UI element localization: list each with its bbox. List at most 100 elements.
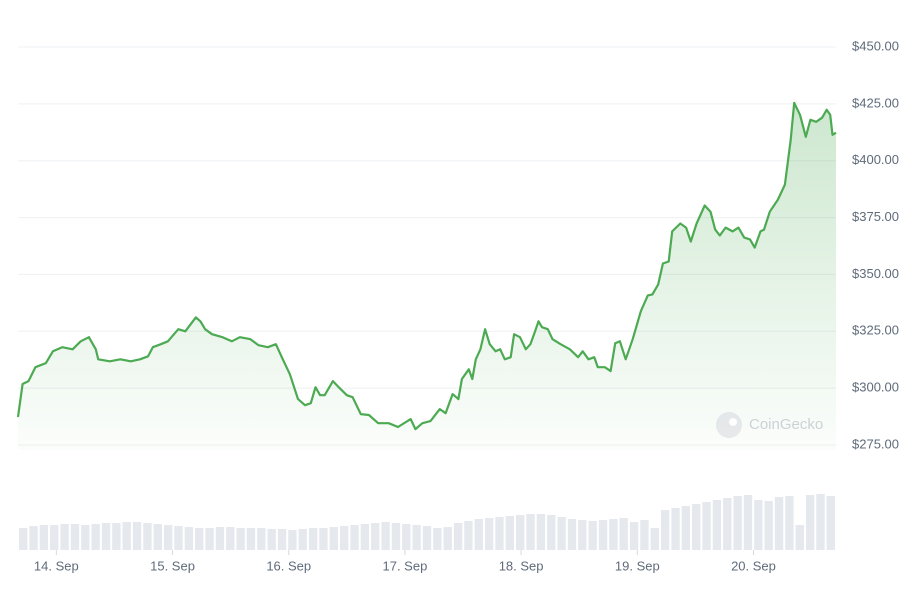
volume-bar xyxy=(412,525,421,550)
volume-bar xyxy=(526,514,535,550)
volume-bar xyxy=(19,528,28,550)
volume-bar xyxy=(567,519,577,550)
volume-bar xyxy=(132,522,142,550)
volume-bar xyxy=(536,514,546,550)
volume-bar xyxy=(816,494,825,550)
volume-bar xyxy=(453,523,463,550)
volume-bar xyxy=(692,504,701,550)
volume-bar xyxy=(774,497,784,550)
volume-bar xyxy=(122,522,131,550)
volume-bar xyxy=(163,525,173,550)
volume-bar xyxy=(29,526,38,550)
volume-bar xyxy=(433,528,442,550)
volume-bar xyxy=(640,520,649,550)
volume-bar xyxy=(443,527,452,550)
volume-bar xyxy=(215,527,225,550)
volume-bar xyxy=(246,528,256,550)
volume-bar xyxy=(50,525,59,550)
volume-bar xyxy=(578,520,587,550)
area xyxy=(18,102,836,451)
watermark: CoinGecko xyxy=(716,412,823,438)
volume-bar xyxy=(60,524,69,550)
volume-bar xyxy=(681,506,691,550)
volume-bar xyxy=(795,525,804,550)
volume-bar xyxy=(474,519,483,550)
x-tick-label: 19. Sep xyxy=(615,558,660,573)
volume-bar xyxy=(702,502,711,550)
volume-bar xyxy=(464,521,473,550)
volume-bar xyxy=(143,523,152,550)
volume-bar xyxy=(112,523,121,550)
x-tick-label: 16. Sep xyxy=(266,558,311,573)
volume-bar xyxy=(484,518,494,550)
volume-bar xyxy=(257,528,266,550)
volume-bar xyxy=(101,523,111,550)
volume-bar xyxy=(650,528,659,550)
watermark-text: CoinGecko xyxy=(749,416,823,433)
volume-bar xyxy=(598,520,608,550)
volume-bar xyxy=(319,528,328,550)
volume-bar xyxy=(733,496,742,550)
volume-bar xyxy=(712,500,722,550)
axes: $275.00 $300.00 $325.00 $350.00 $375.00 $400.… xyxy=(34,38,899,573)
volume xyxy=(19,494,835,550)
volume-bar xyxy=(723,498,732,550)
y-tick-label: $350.00 xyxy=(852,266,899,281)
x-tick-label: 15. Sep xyxy=(150,558,195,573)
volume-bar xyxy=(557,517,566,550)
volume-bar xyxy=(505,516,515,550)
volume-bar xyxy=(588,521,597,550)
volume-bar xyxy=(629,522,639,550)
volume-bar xyxy=(371,523,380,550)
volume-bar xyxy=(91,524,100,550)
plot xyxy=(16,101,837,451)
x-tick-label: 17. Sep xyxy=(383,558,428,573)
volume-bar xyxy=(81,525,90,550)
volume-bar xyxy=(619,518,628,550)
volume-bar xyxy=(785,496,794,550)
watermark-icon xyxy=(716,412,742,438)
x-tick-label: 18. Sep xyxy=(499,558,544,573)
volume-bar xyxy=(153,524,162,550)
watermark-icon-eye xyxy=(729,418,737,426)
volume-bar xyxy=(402,524,411,550)
volume-bar xyxy=(329,527,338,550)
price-line xyxy=(16,101,837,431)
volume-bar xyxy=(660,510,670,550)
volume-bar xyxy=(226,527,235,550)
volume-bar xyxy=(205,528,214,550)
volume-bar xyxy=(495,517,504,550)
x-tick-label: 20. Sep xyxy=(731,558,776,573)
volume-bar xyxy=(516,515,525,550)
volume-bar xyxy=(184,527,194,550)
volume-bar xyxy=(547,515,556,550)
volume-bar xyxy=(805,495,815,550)
y-tick-label: $275.00 xyxy=(852,436,899,451)
volume-bar xyxy=(381,522,390,550)
volume-bar xyxy=(39,525,49,550)
y-tick-label: $325.00 xyxy=(852,323,899,338)
volume-bar xyxy=(350,525,359,550)
y-tick-label: $400.00 xyxy=(852,152,899,167)
volume-bar xyxy=(308,528,318,550)
y-tick-label: $450.00 xyxy=(852,38,899,53)
volume-bar xyxy=(236,528,245,550)
volume-bar xyxy=(339,526,349,550)
y-tick-label: $375.00 xyxy=(852,209,899,224)
volume-bar xyxy=(298,529,307,550)
volume-bar xyxy=(671,508,680,550)
volume-bar xyxy=(360,524,370,550)
volume-bar xyxy=(754,500,763,550)
volume-bar xyxy=(195,528,204,550)
volume-bar xyxy=(764,501,773,550)
volume-bar xyxy=(70,524,80,550)
volume-bar xyxy=(174,526,183,550)
y-tick-label: $300.00 xyxy=(852,380,899,395)
volume-bar xyxy=(422,526,432,550)
volume-bar xyxy=(743,495,753,550)
volume-bar xyxy=(609,519,618,550)
volume-bar xyxy=(826,496,835,550)
volume-bar xyxy=(277,529,287,550)
